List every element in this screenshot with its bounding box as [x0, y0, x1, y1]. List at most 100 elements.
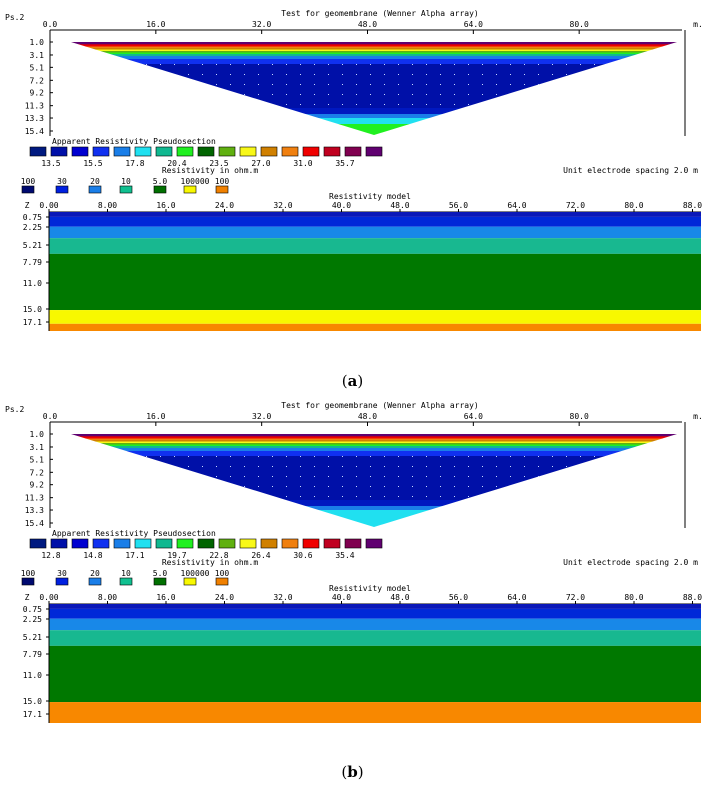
pseudo-band — [90, 48, 658, 50]
model-x-tick-label: 48.0 — [390, 593, 409, 602]
model-depth-label: 5.21 — [23, 633, 42, 642]
model-legend-swatch — [55, 185, 69, 194]
caption-a: (a) — [341, 372, 364, 390]
pseudo-x-tick-label: 48.0 — [358, 20, 377, 29]
model-x-tick-label: 56.0 — [449, 201, 468, 210]
model-x-tick-label: 32.0 — [273, 593, 292, 602]
pseudo-scale-value: 19.7 — [167, 551, 186, 560]
pseudo-scale-swatch — [50, 146, 68, 157]
pseudo-y-tick-label: 7.2 — [30, 468, 45, 477]
resistivity-label: Resistivity in ohm.m — [162, 166, 259, 175]
pseudo-datapoints — [142, 456, 606, 506]
model-legend-swatch — [88, 185, 102, 194]
model-legend-swatch — [55, 577, 69, 586]
pseudo-ylabel: Ps.2 — [5, 405, 24, 414]
pseudo-scale-swatch — [29, 538, 47, 549]
pseudo-scale-value: 15.5 — [83, 159, 102, 168]
figure-svg-b: Ps.2 Test for geomembrane (Wenner Alpha a… — [5, 401, 703, 723]
pseudo-scale-value: 13.5 — [41, 159, 60, 168]
pseudo-y-tick-label: 15.4 — [25, 519, 44, 528]
pseudo-ylabel: Ps.2 — [5, 13, 24, 22]
pseudo-scale-swatch — [260, 146, 278, 157]
pseudo-y-tick-label: 3.1 — [30, 51, 45, 60]
pseudo-scale-swatch — [323, 538, 341, 549]
pseudo-scale-swatch — [92, 146, 110, 157]
pseudo-x-unit: m. — [693, 20, 703, 29]
pseudo-x-tick-label: 32.0 — [252, 412, 271, 421]
pseudo-bottom-band — [338, 124, 410, 135]
pseudo-scale-swatch — [302, 538, 320, 549]
model-legend-value: 30 — [57, 177, 67, 186]
pseudo-y-tick-label: 15.4 — [25, 127, 44, 136]
figure-svg-a: Ps.2 Test for geomembrane (Wenner Alpha a… — [5, 9, 703, 331]
model-legend-value: 5.0 — [153, 177, 168, 186]
pseudo-scale-swatch — [323, 146, 341, 157]
pseudo-band — [95, 49, 653, 51]
pseudo-band — [85, 438, 663, 440]
pseudo-datapoints — [142, 64, 606, 114]
pseudo-scale-swatch — [176, 538, 194, 549]
pseudo-scale-value: 20.4 — [167, 159, 186, 168]
pseudo-scale-swatch — [239, 146, 257, 157]
model-x-tick-label: 40.0 — [332, 593, 351, 602]
pseudo-band — [126, 451, 622, 456]
pseudo-x-tick-label: 64.0 — [464, 412, 483, 421]
model-depth-label: 11.0 — [23, 279, 42, 288]
pseudo-scale-swatch — [197, 538, 215, 549]
model-layer — [49, 310, 701, 324]
model-z-label: Z — [25, 593, 30, 602]
pseudo-scale-value: 35.7 — [335, 159, 354, 168]
model-legend-swatch — [21, 577, 35, 586]
pseudo-band — [77, 436, 671, 437]
pseudo-scale-value: 35.4 — [335, 551, 354, 560]
pseudo-scale-swatch — [92, 538, 110, 549]
pseudo-scale-swatch — [113, 538, 131, 549]
model-legend-swatch — [21, 185, 35, 194]
model-legend-value: 5.0 — [153, 569, 168, 578]
pseudo-y-tick-label: 7.2 — [30, 76, 45, 85]
pseudo-y-tick-label: 11.3 — [25, 494, 44, 503]
pseudo-scale-swatch — [113, 146, 131, 157]
pseudo-scale-swatch — [218, 538, 236, 549]
pseudo-y-tick-label: 13.3 — [25, 506, 44, 515]
model-depth-label: 7.79 — [23, 650, 42, 659]
model-x-tick-label: 64.0 — [507, 201, 526, 210]
pseudo-scale-value: 22.8 — [209, 551, 228, 560]
spacing-label: Unit electrode spacing 2.0 m — [563, 558, 698, 567]
pseudo-band — [71, 42, 677, 44]
pseudo-scale-swatch — [344, 538, 362, 549]
pseudo-scale-value: 27.0 — [251, 159, 270, 168]
model-x-tick-label: 80.0 — [624, 201, 643, 210]
caption-b: (b) — [341, 763, 364, 781]
pseudo-scale-swatch — [29, 146, 47, 157]
pseudo-band — [77, 44, 671, 45]
pseudo-band — [100, 51, 648, 53]
model-depth-label: 0.75 — [23, 213, 42, 222]
model-layer — [49, 212, 701, 217]
pseudo-x-tick-label: 0.0 — [43, 412, 58, 421]
pseudo-band — [116, 448, 632, 451]
model-legend-swatch — [215, 185, 229, 194]
model-x-tick-label: 32.0 — [273, 201, 292, 210]
pseudo-scale-swatch — [365, 146, 383, 157]
model-depth-label: 15.0 — [23, 305, 42, 314]
pseudo-y-tick-label: 9.2 — [30, 89, 45, 98]
model-layer — [49, 604, 701, 609]
model-depth-label: 15.0 — [23, 697, 42, 706]
model-legend-value: 100 — [21, 569, 36, 578]
pseudo-band — [90, 440, 658, 442]
model-legend-swatch — [183, 577, 197, 586]
pseudo-scale-swatch — [155, 538, 173, 549]
pseudo-bottom-band — [338, 516, 410, 527]
model-x-tick-label: 72.0 — [566, 593, 585, 602]
model-x-tick-label: 48.0 — [390, 201, 409, 210]
figure-b: Ps.2 Test for geomembrane (Wenner Alpha a… — [0, 392, 705, 732]
pseudo-band — [71, 434, 677, 436]
model-x-tick-label: 64.0 — [507, 593, 526, 602]
model-legend-value: 100 — [215, 177, 230, 186]
model-legend-value: 10 — [121, 569, 131, 578]
model-x-tick-label: 0.00 — [39, 201, 58, 210]
model-x-tick-label: 56.0 — [449, 593, 468, 602]
resistivity-label: Resistivity in ohm.m — [162, 558, 259, 567]
pseudo-scale-value: 31.0 — [293, 159, 312, 168]
